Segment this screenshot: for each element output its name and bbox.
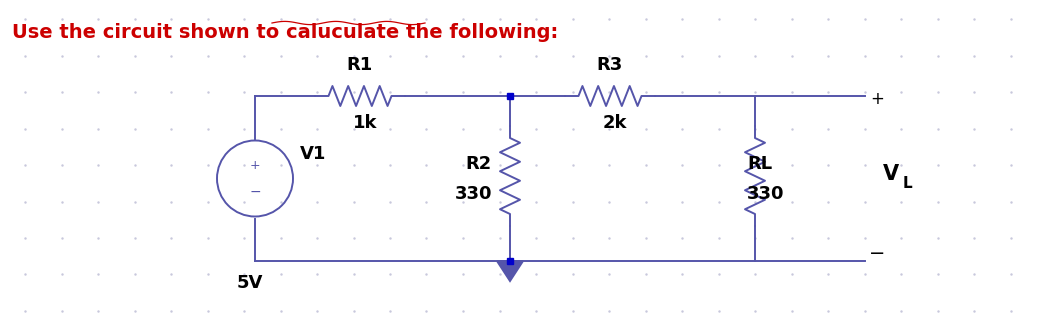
Text: 330: 330 xyxy=(455,185,492,203)
Text: R2: R2 xyxy=(465,155,492,173)
Text: 5V: 5V xyxy=(236,274,263,292)
Polygon shape xyxy=(497,261,523,281)
Text: −: − xyxy=(869,244,885,263)
Text: R1: R1 xyxy=(347,56,373,74)
Text: Use the circuit shown to caluculate the following:: Use the circuit shown to caluculate the … xyxy=(12,23,559,42)
Text: +: + xyxy=(870,90,884,108)
FancyBboxPatch shape xyxy=(507,93,513,99)
Text: 2k: 2k xyxy=(603,114,628,132)
Text: R3: R3 xyxy=(596,56,624,74)
Text: 1k: 1k xyxy=(353,114,377,132)
FancyBboxPatch shape xyxy=(507,258,513,264)
Text: L: L xyxy=(903,176,913,191)
Text: 330: 330 xyxy=(747,185,785,203)
Text: −: − xyxy=(249,185,261,199)
Text: +: + xyxy=(250,159,260,172)
Text: RL: RL xyxy=(747,155,772,173)
Text: V: V xyxy=(883,164,899,184)
Text: V1: V1 xyxy=(300,144,327,162)
